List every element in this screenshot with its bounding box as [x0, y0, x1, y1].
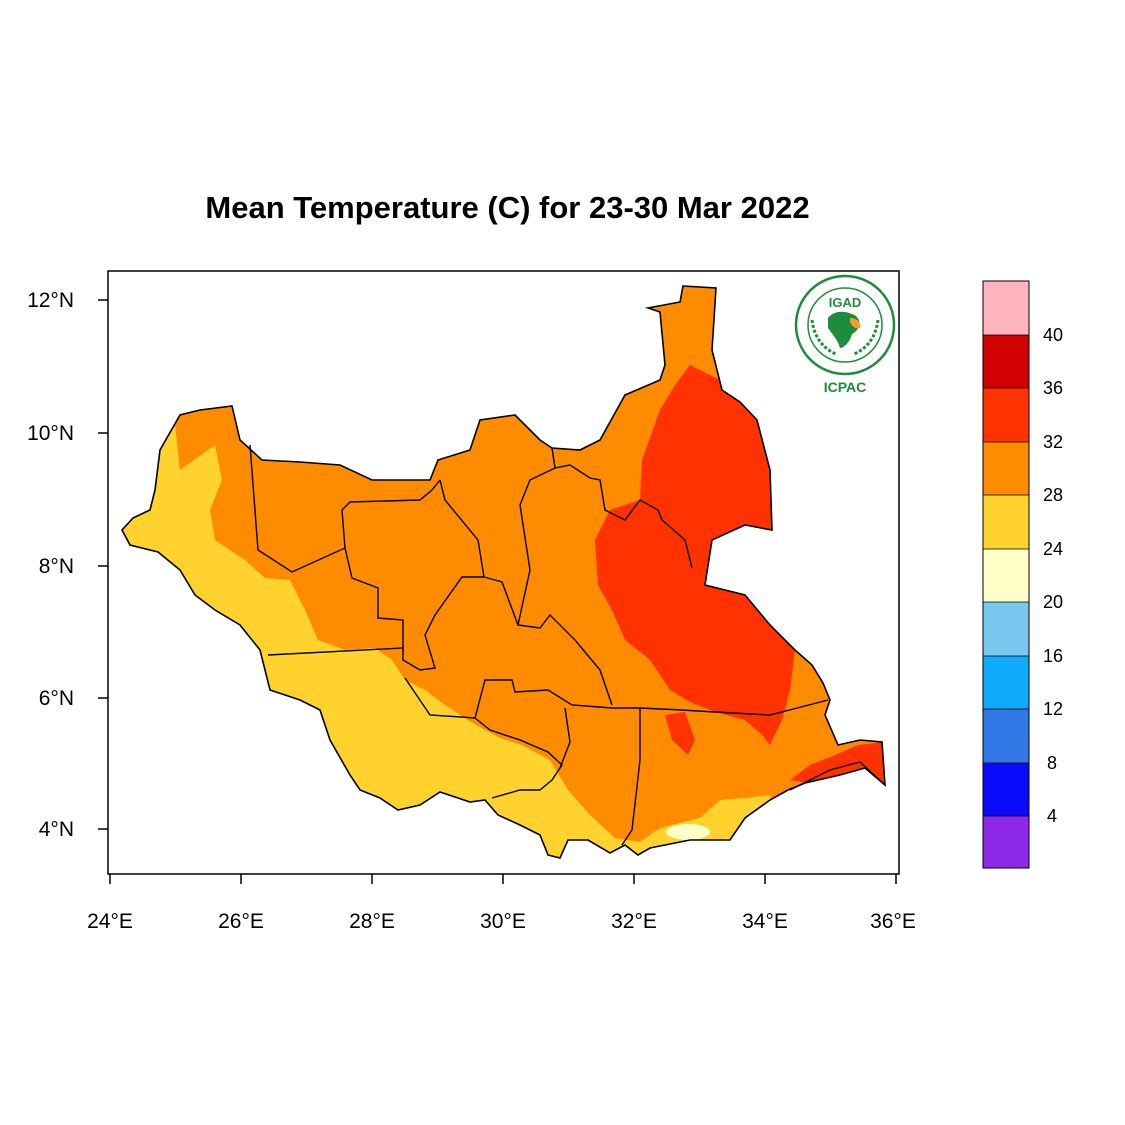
legend-label: 36 [1043, 378, 1063, 398]
legend-swatch [983, 388, 1029, 442]
legend-label: 20 [1043, 592, 1063, 612]
legend-swatch [983, 656, 1029, 709]
legend-swatch [983, 495, 1029, 549]
legend-label: 28 [1043, 485, 1063, 505]
zone-above-32 [665, 712, 695, 755]
lon-tick-label: 24°E [87, 910, 133, 933]
temperature-field [122, 286, 885, 858]
zone-20-24 [666, 824, 710, 840]
igad-logo: IGAD ICPAC [794, 274, 896, 395]
legend-label: 16 [1043, 646, 1063, 666]
lon-tick-label: 28°E [349, 910, 395, 933]
map-title: Mean Temperature (C) for 23-30 Mar 2022 [205, 190, 810, 225]
laurel-left-icon [810, 319, 837, 356]
igad-region-icon [850, 318, 861, 329]
lat-tick-label: 6°N [39, 687, 74, 710]
axis-ticks [98, 299, 897, 884]
legend-swatch [983, 816, 1029, 868]
color-legend: 40 36 32 28 24 20 16 12 8 4 [982, 280, 1063, 869]
logo-icpac-text: ICPAC [824, 379, 867, 395]
legend-label: 24 [1043, 539, 1063, 559]
legend-swatch [983, 709, 1029, 763]
lat-tick-label: 8°N [39, 555, 74, 578]
zone-above-32 [595, 365, 795, 745]
legend-swatch [983, 442, 1029, 495]
logo-igad-text: IGAD [829, 295, 862, 310]
legend-swatch [983, 549, 1029, 602]
country-outline [121, 285, 886, 859]
legend-swatch [983, 335, 1029, 388]
legend-label: 40 [1043, 325, 1063, 345]
legend-label: 4 [1047, 806, 1057, 826]
legend-label: 32 [1043, 432, 1063, 452]
lon-tick-label: 34°E [742, 910, 788, 933]
lon-tick-label: 30°E [480, 910, 526, 933]
legend-swatch [983, 281, 1029, 335]
lon-tick-label: 32°E [611, 910, 657, 933]
logo-inner-ring [807, 287, 883, 363]
laurel-right-icon [853, 319, 880, 356]
legend-label: 12 [1043, 699, 1063, 719]
lon-tick-label: 26°E [218, 910, 264, 933]
lat-tick-label: 12°N [27, 289, 74, 312]
legend-swatch [983, 602, 1029, 656]
legend-swatch [983, 763, 1029, 816]
lat-tick-label: 10°N [27, 422, 74, 445]
lat-tick-label: 4°N [39, 818, 74, 841]
lon-tick-label: 36°E [870, 910, 916, 933]
legend-label: 8 [1047, 753, 1057, 773]
